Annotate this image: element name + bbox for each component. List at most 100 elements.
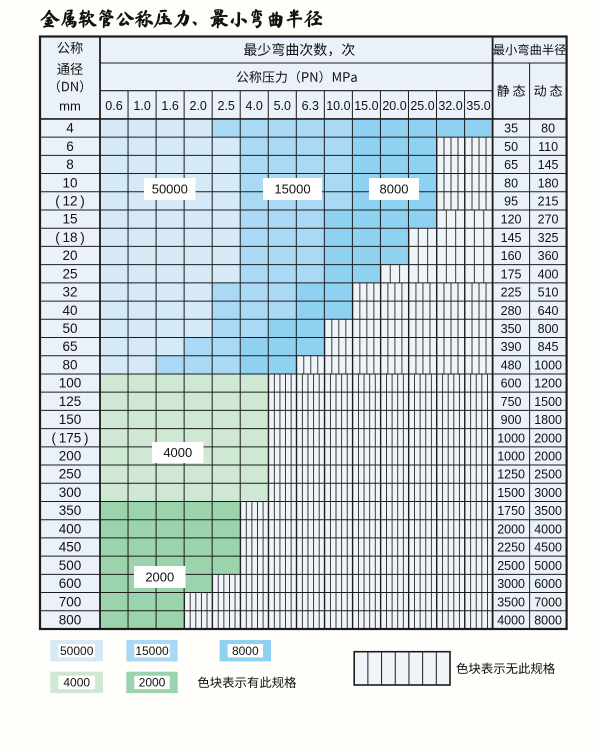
svg-text:215: 215 (538, 195, 559, 209)
svg-text:50000: 50000 (60, 644, 94, 658)
svg-text:500: 500 (59, 558, 82, 573)
svg-text:200: 200 (59, 449, 82, 464)
svg-text:4: 4 (66, 121, 74, 136)
svg-text:280: 280 (501, 304, 522, 318)
svg-text:15000: 15000 (274, 182, 310, 197)
svg-text:175: 175 (501, 267, 522, 281)
svg-text:2500: 2500 (497, 559, 525, 573)
svg-text:100: 100 (59, 376, 82, 391)
svg-text:2250: 2250 (497, 541, 525, 555)
svg-text:2000: 2000 (534, 431, 562, 445)
svg-text:50000: 50000 (152, 182, 188, 197)
svg-text:4000: 4000 (534, 522, 562, 536)
svg-text:160: 160 (501, 249, 522, 263)
svg-text:360: 360 (538, 249, 559, 263)
svg-text:25.0: 25.0 (410, 99, 434, 113)
svg-text:1000: 1000 (497, 431, 525, 445)
svg-text:1.0: 1.0 (133, 99, 150, 113)
svg-text:15000: 15000 (135, 644, 169, 658)
svg-text:2.0: 2.0 (190, 99, 207, 113)
svg-text:3000: 3000 (534, 486, 562, 500)
svg-text:1800: 1800 (534, 413, 562, 427)
svg-text:3500: 3500 (497, 595, 525, 609)
svg-text:1500: 1500 (497, 486, 525, 500)
svg-text:( 175 ): ( 175 ) (52, 430, 89, 445)
svg-text:1.6: 1.6 (161, 99, 178, 113)
svg-text:8000: 8000 (232, 644, 259, 658)
svg-text:600: 600 (501, 377, 522, 391)
svg-text:25: 25 (62, 266, 77, 281)
svg-text:20: 20 (62, 248, 77, 263)
svg-text:2000: 2000 (139, 676, 166, 690)
svg-text:40: 40 (62, 303, 77, 318)
svg-text:900: 900 (501, 413, 522, 427)
svg-text:450: 450 (59, 540, 82, 555)
svg-text:10.0: 10.0 (326, 99, 350, 113)
svg-text:400: 400 (59, 521, 82, 536)
svg-text:1250: 1250 (497, 468, 525, 482)
svg-text:1200: 1200 (534, 377, 562, 391)
svg-text:15: 15 (62, 212, 77, 227)
svg-text:250: 250 (59, 467, 82, 482)
svg-text:145: 145 (501, 231, 522, 245)
svg-text:640: 640 (538, 304, 559, 318)
svg-text:1750: 1750 (497, 504, 525, 518)
svg-text:4000: 4000 (63, 676, 90, 690)
svg-text:65: 65 (504, 158, 518, 172)
svg-text:5000: 5000 (534, 559, 562, 573)
svg-text:1500: 1500 (534, 395, 562, 409)
svg-text:180: 180 (538, 176, 559, 190)
svg-text:400: 400 (538, 267, 559, 281)
svg-text:32.0: 32.0 (438, 99, 462, 113)
svg-text:300: 300 (59, 485, 82, 500)
svg-text:4.0: 4.0 (246, 99, 263, 113)
svg-text:8000: 8000 (534, 614, 562, 628)
svg-text:120: 120 (501, 213, 522, 227)
svg-text:( 12 ): ( 12 ) (55, 194, 84, 209)
svg-text:0.6: 0.6 (105, 99, 122, 113)
svg-text:700: 700 (59, 594, 82, 609)
svg-text:6000: 6000 (534, 577, 562, 591)
svg-text:480: 480 (501, 358, 522, 372)
svg-text:150: 150 (59, 412, 82, 427)
svg-text:80: 80 (541, 122, 555, 136)
svg-text:50: 50 (62, 321, 77, 336)
svg-text:800: 800 (59, 613, 82, 628)
svg-text:750: 750 (501, 395, 522, 409)
svg-text:8000: 8000 (380, 182, 409, 197)
svg-text:32: 32 (62, 285, 77, 300)
svg-text:65: 65 (62, 339, 77, 354)
svg-text:7000: 7000 (534, 595, 562, 609)
svg-text:1000: 1000 (497, 450, 525, 464)
svg-text:600: 600 (59, 576, 82, 591)
svg-text:80: 80 (504, 176, 518, 190)
svg-text:50: 50 (504, 140, 518, 154)
svg-text:3500: 3500 (534, 504, 562, 518)
svg-text:4000: 4000 (163, 445, 192, 460)
svg-text:4000: 4000 (497, 614, 525, 628)
svg-text:4500: 4500 (534, 541, 562, 555)
svg-text:10: 10 (62, 175, 77, 190)
svg-text:2000: 2000 (145, 570, 174, 585)
svg-text:35.0: 35.0 (466, 99, 490, 113)
svg-text:20.0: 20.0 (382, 99, 406, 113)
svg-text:mm: mm (59, 99, 81, 114)
svg-text:845: 845 (538, 340, 559, 354)
svg-text:6: 6 (66, 139, 74, 154)
svg-text:5.0: 5.0 (274, 99, 291, 113)
svg-text:2000: 2000 (497, 522, 525, 536)
svg-text:3000: 3000 (497, 577, 525, 591)
svg-text:390: 390 (501, 340, 522, 354)
svg-text:2.5: 2.5 (218, 99, 235, 113)
svg-text:350: 350 (59, 503, 82, 518)
svg-text:2000: 2000 (534, 450, 562, 464)
svg-text:80: 80 (62, 357, 77, 372)
svg-text:2500: 2500 (534, 468, 562, 482)
svg-text:270: 270 (538, 213, 559, 227)
svg-text:510: 510 (538, 286, 559, 300)
svg-text:35: 35 (504, 122, 518, 136)
svg-text:125: 125 (59, 394, 82, 409)
svg-text:800: 800 (538, 322, 559, 336)
svg-text:225: 225 (501, 286, 522, 300)
svg-text:325: 325 (538, 231, 559, 245)
